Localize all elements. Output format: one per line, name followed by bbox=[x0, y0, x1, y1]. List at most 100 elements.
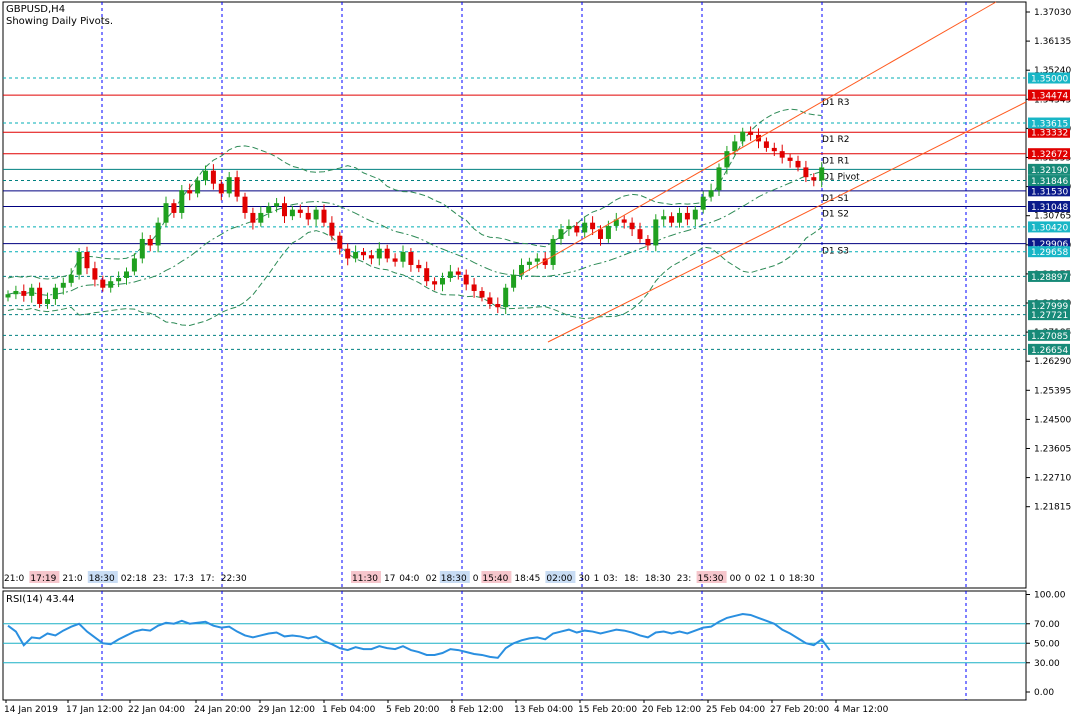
x-tick-label: 14 Jan 2019 bbox=[4, 705, 58, 715]
candle-body bbox=[218, 183, 224, 194]
candle-body bbox=[234, 177, 240, 197]
session-badge bbox=[87, 571, 118, 583]
candle-body bbox=[45, 299, 50, 304]
session-label: 15:30 bbox=[698, 574, 724, 584]
price-pane-frame bbox=[2, 1, 1027, 589]
level-badge bbox=[1028, 238, 1070, 250]
rsi-line bbox=[7, 612, 831, 659]
x-tick-label: 13 Feb 04:00 bbox=[514, 705, 573, 715]
pivot-label: D1 S2 bbox=[822, 209, 849, 219]
candle-body bbox=[487, 297, 493, 304]
candle-body bbox=[345, 248, 351, 259]
candle-body bbox=[803, 167, 809, 178]
candle-body bbox=[661, 216, 667, 220]
candle-body bbox=[353, 251, 359, 259]
candle-body bbox=[305, 212, 311, 220]
candle-body bbox=[289, 209, 295, 217]
session-label: 17:3 bbox=[174, 574, 194, 584]
candle-body bbox=[526, 261, 532, 265]
session-label: 00 bbox=[730, 574, 742, 584]
channel-lower-line bbox=[547, 101, 1027, 343]
level-badge-label: 1.29658 bbox=[1031, 248, 1068, 258]
x-tick-label: 4 Mar 12:00 bbox=[834, 705, 889, 715]
bollinger-middle-band bbox=[7, 171, 822, 296]
rsi-pane-frame bbox=[2, 590, 1027, 701]
candle-body bbox=[629, 222, 635, 230]
candle-body bbox=[771, 147, 777, 152]
level-badge bbox=[1028, 343, 1070, 355]
x-tick-label: 17 Jan 12:00 bbox=[66, 705, 123, 715]
candle-body bbox=[440, 277, 445, 285]
candle-body bbox=[732, 141, 738, 152]
candle-body bbox=[361, 251, 366, 256]
session-label: 03: bbox=[603, 574, 617, 584]
pivot-label: D1 Pivot bbox=[822, 172, 860, 182]
session-label: 17: bbox=[200, 574, 214, 584]
candle-body bbox=[297, 209, 303, 213]
session-label: 18:30 bbox=[789, 574, 815, 584]
level-badge bbox=[1028, 329, 1070, 341]
candle-body bbox=[408, 251, 414, 265]
candle-body bbox=[337, 235, 343, 249]
pivot-label: D1 R3 bbox=[822, 98, 850, 108]
candle-body bbox=[13, 290, 19, 295]
session-label: 0 bbox=[745, 574, 751, 584]
level-badge bbox=[1028, 163, 1070, 175]
session-label: 21:0 bbox=[4, 574, 24, 584]
level-badge-label: 1.33615 bbox=[1031, 120, 1068, 130]
candle-body bbox=[566, 225, 572, 230]
y-tick-label: 1.35240 bbox=[1034, 66, 1071, 76]
x-tick-label: 24 Jan 20:00 bbox=[194, 705, 251, 715]
session-badge bbox=[545, 571, 576, 583]
candle-body bbox=[819, 167, 825, 181]
rsi-tick-label: 0.00 bbox=[1034, 688, 1054, 698]
candle-body bbox=[195, 180, 201, 194]
candle-body bbox=[447, 271, 453, 278]
candle-body bbox=[724, 151, 730, 168]
candle-body bbox=[171, 203, 177, 213]
level-badge-label: 1.35000 bbox=[1031, 75, 1068, 85]
candle-body bbox=[598, 229, 603, 239]
y-tick-label: 1.25395 bbox=[1034, 386, 1071, 396]
level-badge bbox=[1028, 270, 1070, 282]
session-badge bbox=[29, 571, 60, 583]
rsi-tick-label: 100.00 bbox=[1034, 591, 1066, 601]
candle-body bbox=[740, 131, 746, 142]
x-tick-label: 1 Feb 04:00 bbox=[322, 705, 376, 715]
y-tick-label: 1.36135 bbox=[1034, 37, 1071, 47]
session-label: 17 bbox=[384, 574, 395, 584]
candle-body bbox=[811, 177, 817, 181]
session-label: 23: bbox=[677, 574, 691, 584]
pivot-label: D1 S1 bbox=[822, 194, 849, 204]
candle-body bbox=[534, 258, 540, 262]
candle-body bbox=[590, 222, 596, 230]
x-tick-label: 25 Feb 04:00 bbox=[706, 705, 765, 715]
level-badge-label: 1.29906 bbox=[1031, 240, 1068, 250]
x-tick-label: 8 Feb 12:00 bbox=[450, 705, 504, 715]
session-label: 1 bbox=[770, 574, 776, 584]
candle-body bbox=[179, 190, 185, 213]
candle-body bbox=[637, 229, 643, 239]
candle-body bbox=[574, 225, 580, 233]
pivot-label: D1 R1 bbox=[822, 157, 850, 167]
candle-body bbox=[108, 281, 114, 288]
candle-body bbox=[29, 287, 35, 296]
candle-body bbox=[329, 222, 335, 236]
candle-body bbox=[716, 167, 722, 191]
level-badge bbox=[1028, 117, 1070, 129]
candle-body bbox=[519, 264, 524, 275]
candle-body bbox=[116, 277, 122, 282]
candle-body bbox=[700, 196, 706, 210]
candle-body bbox=[613, 219, 619, 226]
level-badge-label: 1.33332 bbox=[1031, 129, 1068, 139]
level-badge bbox=[1028, 89, 1070, 101]
y-tick-label: 1.37030 bbox=[1034, 8, 1071, 18]
y-tick-label: 1.24500 bbox=[1034, 415, 1071, 425]
chart-symbol: GBPUSD,H4 bbox=[6, 4, 65, 15]
session-label: 02 bbox=[754, 574, 765, 584]
candle-body bbox=[653, 219, 659, 246]
candle-body bbox=[605, 225, 611, 239]
chart-subtitle: Showing Daily Pivots. bbox=[6, 16, 113, 27]
candle-body bbox=[250, 212, 256, 223]
